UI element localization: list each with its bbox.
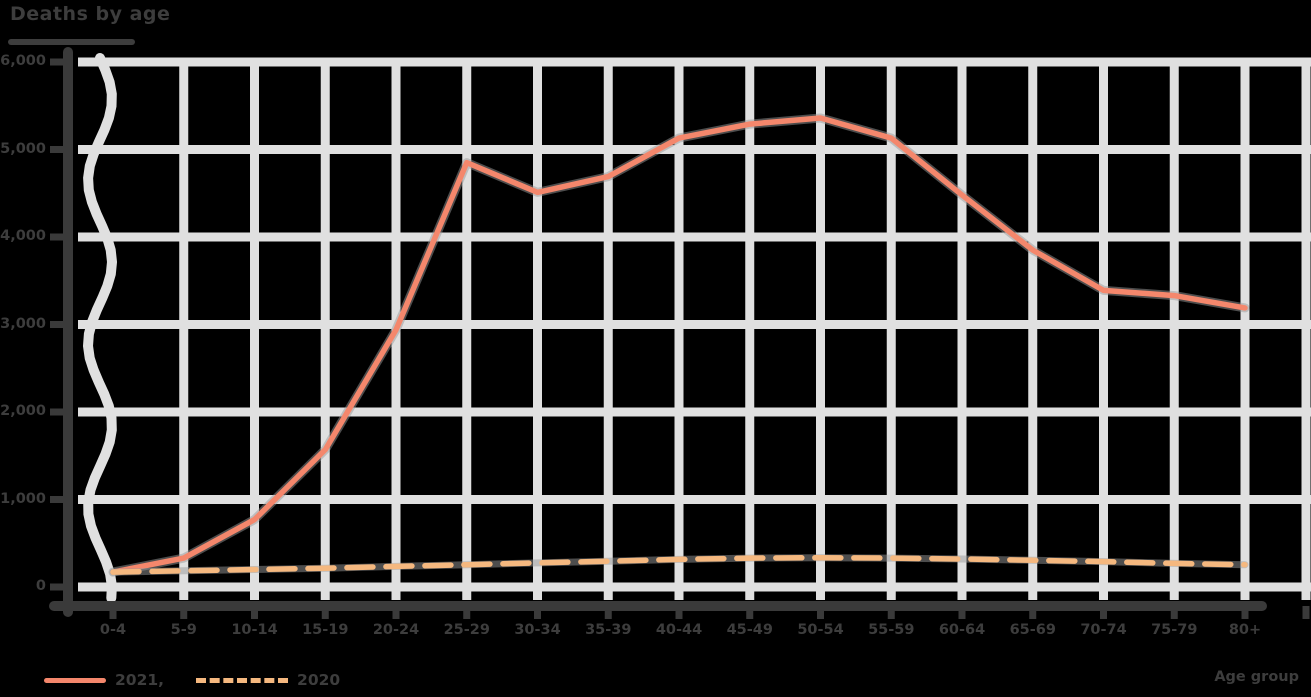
x-tick-label: 20-24 <box>372 622 420 638</box>
legend-label-dashed: 2020 <box>297 671 341 689</box>
x-axis-label: Age group <box>1214 669 1299 685</box>
x-tick-label: 80+ <box>1228 622 1262 638</box>
legend: 2021, 2020 <box>44 667 340 693</box>
x-tick-label: 65-69 <box>1009 622 1056 638</box>
y-tick-label: 5,000 <box>0 140 46 157</box>
x-tick-label: 35-39 <box>585 622 632 638</box>
y-tick-label: 2,000 <box>0 403 46 419</box>
y-tick-label: 3,000 <box>0 315 46 332</box>
x-tick-label: 0-4 <box>99 622 127 638</box>
x-tick-label: 15-19 <box>302 622 349 638</box>
y-tick-label: 1,000 <box>0 490 46 507</box>
x-tick-label: 55-59 <box>868 622 915 638</box>
x-tick-label: 30-34 <box>514 622 561 638</box>
series-line-solid <box>110 115 1248 575</box>
series-line-dashed <box>110 554 1248 575</box>
x-tick-label: 25-29 <box>443 622 490 638</box>
y-tick-label: 6,000 <box>0 53 46 69</box>
chart-title: Deaths by age <box>10 3 171 25</box>
x-tick-label: 75-79 <box>1151 622 1198 638</box>
legend-line-dashed-icon <box>196 677 289 683</box>
legend-label-solid: 2021, <box>115 671 165 689</box>
x-tick-label: 5-9 <box>170 622 197 638</box>
x-tick-label: 50-54 <box>797 622 844 638</box>
title-underline <box>8 39 135 45</box>
x-tick-label: 10-14 <box>231 622 278 638</box>
x-tick-label: 70-74 <box>1080 622 1127 638</box>
v-gridline-wavy <box>82 53 118 603</box>
x-tick-label: 45-49 <box>726 622 773 638</box>
x-tick-label: 60-64 <box>938 622 986 638</box>
x-tick-label: 40-44 <box>655 622 703 638</box>
y-tick-label: 0 <box>35 578 46 594</box>
y-tick-label: 4,000 <box>0 228 46 244</box>
legend-line-solid-icon <box>44 677 106 683</box>
